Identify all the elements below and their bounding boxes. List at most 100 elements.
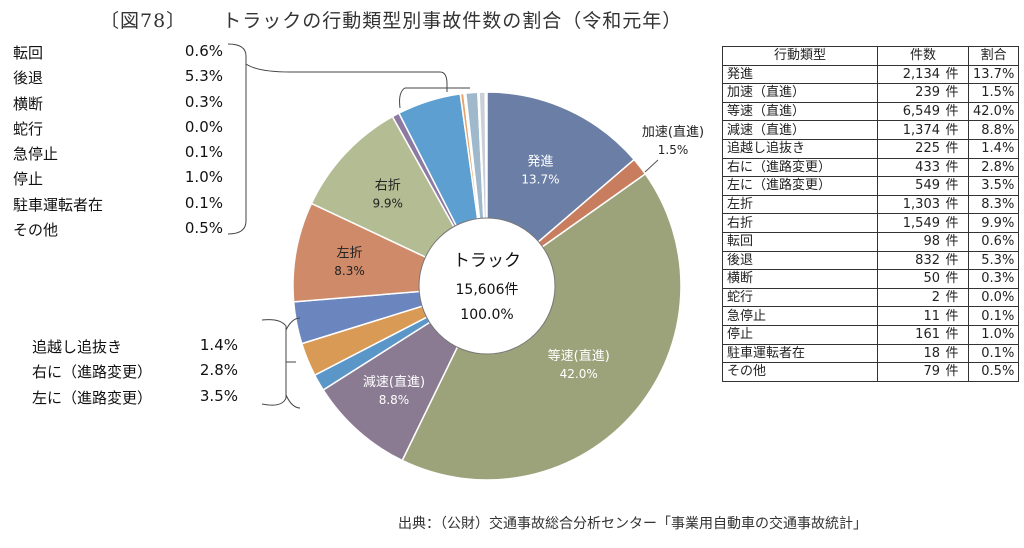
slice-label-name: 発進 xyxy=(527,155,553,170)
cell-pct: 8.3% xyxy=(967,194,1020,215)
table-row: 駐車運転者在 18 件 0.1% xyxy=(722,343,1020,364)
breakdown-pct: 0.1% xyxy=(184,193,223,212)
cell-type: 転回 xyxy=(722,231,878,252)
table-row: 横断 50 件 0.3% xyxy=(722,269,1020,289)
slice-label-pct: 8.8% xyxy=(379,393,410,407)
count-value: 50 xyxy=(923,271,940,287)
cell-pct: 42.0% xyxy=(967,101,1020,122)
count-unit: 件 xyxy=(945,252,959,268)
cell-count: 832 件 xyxy=(877,250,969,271)
table-row: 右折 1,549 件 9.9% xyxy=(722,213,1020,233)
cell-type: 加速（直進） xyxy=(722,83,878,103)
slice-label-name: 加速(直進) xyxy=(642,125,704,140)
cell-type: 駐車運転者在 xyxy=(722,343,878,364)
breakdown-pct: 2.8% xyxy=(199,361,238,380)
table-row: その他 79 件 0.5% xyxy=(722,362,1020,382)
breakdown-pct: 0.5% xyxy=(184,219,223,238)
cell-count: 161 件 xyxy=(877,324,969,345)
slice-label-pct: 9.9% xyxy=(372,196,403,210)
chart-title: 〔図78〕 トラックの行動類型別事故件数の割合（令和元年） xyxy=(100,6,682,33)
count-value: 549 xyxy=(915,178,940,194)
cell-type: 等速（直進） xyxy=(722,101,878,122)
count-unit: 件 xyxy=(945,234,959,250)
count-value: 11 xyxy=(923,308,940,324)
table-row: 右に（進路変更） 433 件 2.8% xyxy=(722,157,1020,178)
breakdown-pct: 0.6% xyxy=(184,42,223,60)
breakdown-name: 転回 xyxy=(13,44,44,62)
leader-line xyxy=(644,159,659,173)
title-text: トラックの行動類型別事故件数の割合（令和元年） xyxy=(222,10,683,32)
count-unit: 件 xyxy=(945,308,959,324)
cell-type: 横断 xyxy=(722,269,878,289)
slice-label-pct: 1.5% xyxy=(658,143,689,157)
breakdown-name: その他 xyxy=(13,221,59,240)
cell-pct: 0.5% xyxy=(967,362,1020,382)
cell-type: 発進 xyxy=(722,64,878,85)
count-value: 18 xyxy=(923,345,940,361)
count-value: 239 xyxy=(915,85,940,101)
count-unit: 件 xyxy=(945,66,959,82)
cell-pct: 9.9% xyxy=(967,213,1020,233)
breakdown-pct: 0.1% xyxy=(184,143,223,162)
center-label-line1: トラック xyxy=(453,251,521,271)
count-value: 1,303 xyxy=(902,197,940,213)
count-unit: 件 xyxy=(945,122,959,138)
cell-pct: 1.5% xyxy=(967,83,1020,103)
count-unit: 件 xyxy=(945,327,959,343)
cell-type: 停止 xyxy=(722,324,878,345)
cell-type: 右折 xyxy=(722,213,878,233)
count-unit: 件 xyxy=(945,141,959,157)
slice-label-pct: 13.7% xyxy=(521,173,559,187)
table-row: 追越し追抜き 225 件 1.4% xyxy=(722,138,1020,159)
cell-pct: 5.3% xyxy=(967,250,1020,271)
cell-type: 追越し追抜き xyxy=(722,138,878,159)
breakdown-name: 停止 xyxy=(13,170,44,189)
breakdown-name: 駐車運転者在 xyxy=(13,195,104,214)
count-value: 1,374 xyxy=(902,122,940,138)
table-row: 停止 161 件 1.0% xyxy=(722,324,1020,345)
count-value: 225 xyxy=(915,141,940,157)
count-unit: 件 xyxy=(945,197,959,213)
table-row: 転回 98 件 0.6% xyxy=(722,231,1020,252)
cell-count: 549 件 xyxy=(877,176,969,196)
table-row: 左に（進路変更） 549 件 3.5% xyxy=(722,176,1020,196)
cell-count: 79 件 xyxy=(877,362,969,382)
breakdown-pct: 3.5% xyxy=(199,386,238,405)
count-value: 79 xyxy=(923,364,940,380)
cell-count: 1,374 件 xyxy=(877,120,969,140)
cell-count: 6,549 件 xyxy=(877,101,969,122)
breakdown-name: 横断 xyxy=(13,94,44,113)
cell-count: 50 件 xyxy=(877,269,969,289)
table-row: 加速（直進） 239 件 1.5% xyxy=(722,83,1020,103)
count-value: 2,134 xyxy=(902,66,940,82)
count-unit: 件 xyxy=(945,345,959,361)
data-table: 行動類型 件数 割合 発進 2,134 件 13.7% 加速（直進） 239 件 1.5% 等速… xyxy=(722,46,1020,382)
slice-label-name: 右折 xyxy=(375,178,401,193)
table-row: 発進 2,134 件 13.7% xyxy=(722,64,1020,85)
cell-pct: 0.1% xyxy=(967,343,1020,364)
cell-count: 239 件 xyxy=(877,83,969,103)
breakdown-pct: 1.4% xyxy=(199,336,238,354)
cell-pct: 1.0% xyxy=(967,324,1020,345)
count-unit: 件 xyxy=(945,364,959,380)
bracket-bottom xyxy=(261,317,301,409)
table-row: 急停止 11 件 0.1% xyxy=(722,306,1020,326)
cell-type: 左折 xyxy=(722,194,878,215)
table-header-row: 行動類型 件数 割合 xyxy=(722,46,1020,66)
count-unit: 件 xyxy=(945,215,959,231)
count-value: 832 xyxy=(915,252,940,268)
donut-hole xyxy=(418,217,556,355)
count-unit: 件 xyxy=(945,178,959,194)
cell-type: 急停止 xyxy=(722,306,878,326)
cell-count: 1,549 件 xyxy=(877,213,969,233)
cell-type: その他 xyxy=(722,362,878,382)
breakdown-pct: 5.3% xyxy=(184,67,223,86)
cell-count: 433 件 xyxy=(877,157,969,178)
cell-pct: 0.1% xyxy=(967,306,1020,326)
slice-label-pct: 42.0% xyxy=(560,367,598,381)
header-type: 行動類型 xyxy=(722,46,878,66)
count-unit: 件 xyxy=(945,290,959,306)
slice-label-name: 左折 xyxy=(337,246,363,261)
